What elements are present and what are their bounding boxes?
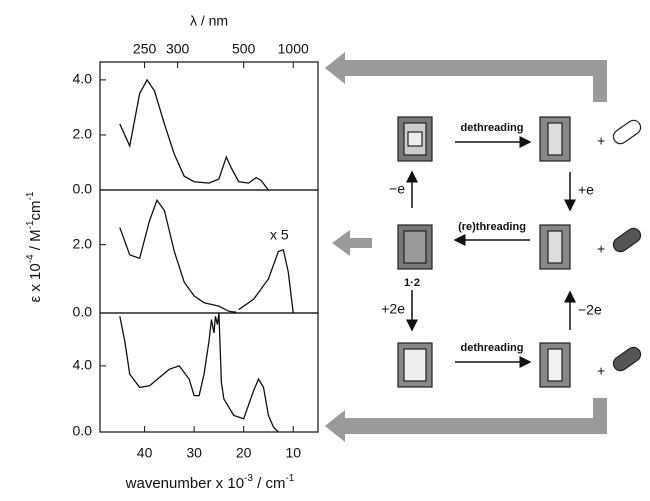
y-axis-title-part: ε x 10 bbox=[27, 263, 44, 302]
scheme-label: −2e bbox=[578, 302, 602, 318]
y-axis-title-part: -4 bbox=[25, 254, 36, 263]
annotation: x 5 bbox=[270, 227, 289, 243]
x-axis-title-part: / cm bbox=[253, 475, 286, 492]
scheme-label: +2e bbox=[381, 301, 405, 317]
plus: + bbox=[597, 363, 605, 379]
scheme-icons bbox=[397, 116, 642, 388]
y-axis-title-part: -1 bbox=[25, 220, 36, 229]
x-axis-title-part: -1 bbox=[285, 473, 294, 484]
y-tick-label: 2.0 bbox=[73, 235, 93, 251]
plus: + bbox=[597, 133, 605, 149]
x2-tick-label: 1000 bbox=[278, 41, 309, 57]
y-tick-label: 4.0 bbox=[73, 71, 93, 87]
y-tick-label: 0.0 bbox=[73, 304, 93, 320]
scheme-label: (re)threading bbox=[458, 221, 526, 233]
spectrum-line bbox=[119, 312, 279, 433]
x-axis-title-part: wavenumber x 10 bbox=[125, 475, 244, 492]
y-tick-label: 0.0 bbox=[73, 181, 93, 197]
y-tick-label: 4.0 bbox=[73, 357, 93, 373]
scheme-label: +e bbox=[578, 182, 594, 198]
y-axis-title-part: -1 bbox=[25, 191, 36, 200]
scheme-labels: dethreading (re)threading dethreading 1·… bbox=[404, 122, 526, 354]
scheme-label: 1·2 bbox=[404, 277, 420, 289]
x-axis-title-part: -3 bbox=[244, 473, 253, 484]
y-tick-label: 0.0 bbox=[73, 423, 93, 439]
spectrum-line bbox=[119, 198, 294, 314]
x-axis-title: wavenumber x 10-3 / cm-1 bbox=[125, 473, 295, 492]
scheme-arrows bbox=[406, 136, 576, 368]
x-tick-label: 40 bbox=[137, 445, 153, 461]
grey-arrows bbox=[325, 52, 607, 442]
panel-frame bbox=[99, 189, 319, 314]
y-tick-label: 2.0 bbox=[73, 126, 93, 142]
plus: + bbox=[597, 241, 605, 257]
x-tick-label: 20 bbox=[236, 445, 252, 461]
scheme-label: −e bbox=[389, 181, 405, 197]
x2-tick-label: 500 bbox=[232, 41, 256, 57]
x2-axis-title: λ / nm bbox=[190, 13, 228, 29]
panel-frame bbox=[99, 312, 319, 433]
x2-tick-label: 250 bbox=[133, 41, 157, 57]
spectrum-line bbox=[119, 78, 269, 191]
scheme-label: dethreading bbox=[461, 122, 524, 134]
x-tick-label: 10 bbox=[285, 445, 301, 461]
y-axis-title-part: / M bbox=[27, 229, 44, 254]
panel-frame bbox=[99, 61, 319, 191]
scheme-label: dethreading bbox=[461, 342, 524, 354]
y-axis-title-part: cm bbox=[27, 200, 44, 220]
x2-tick-label: 300 bbox=[166, 41, 190, 57]
x-tick-label: 30 bbox=[186, 445, 202, 461]
y-axis-title: ε x 10-4 / M-1cm-1 bbox=[25, 191, 44, 302]
